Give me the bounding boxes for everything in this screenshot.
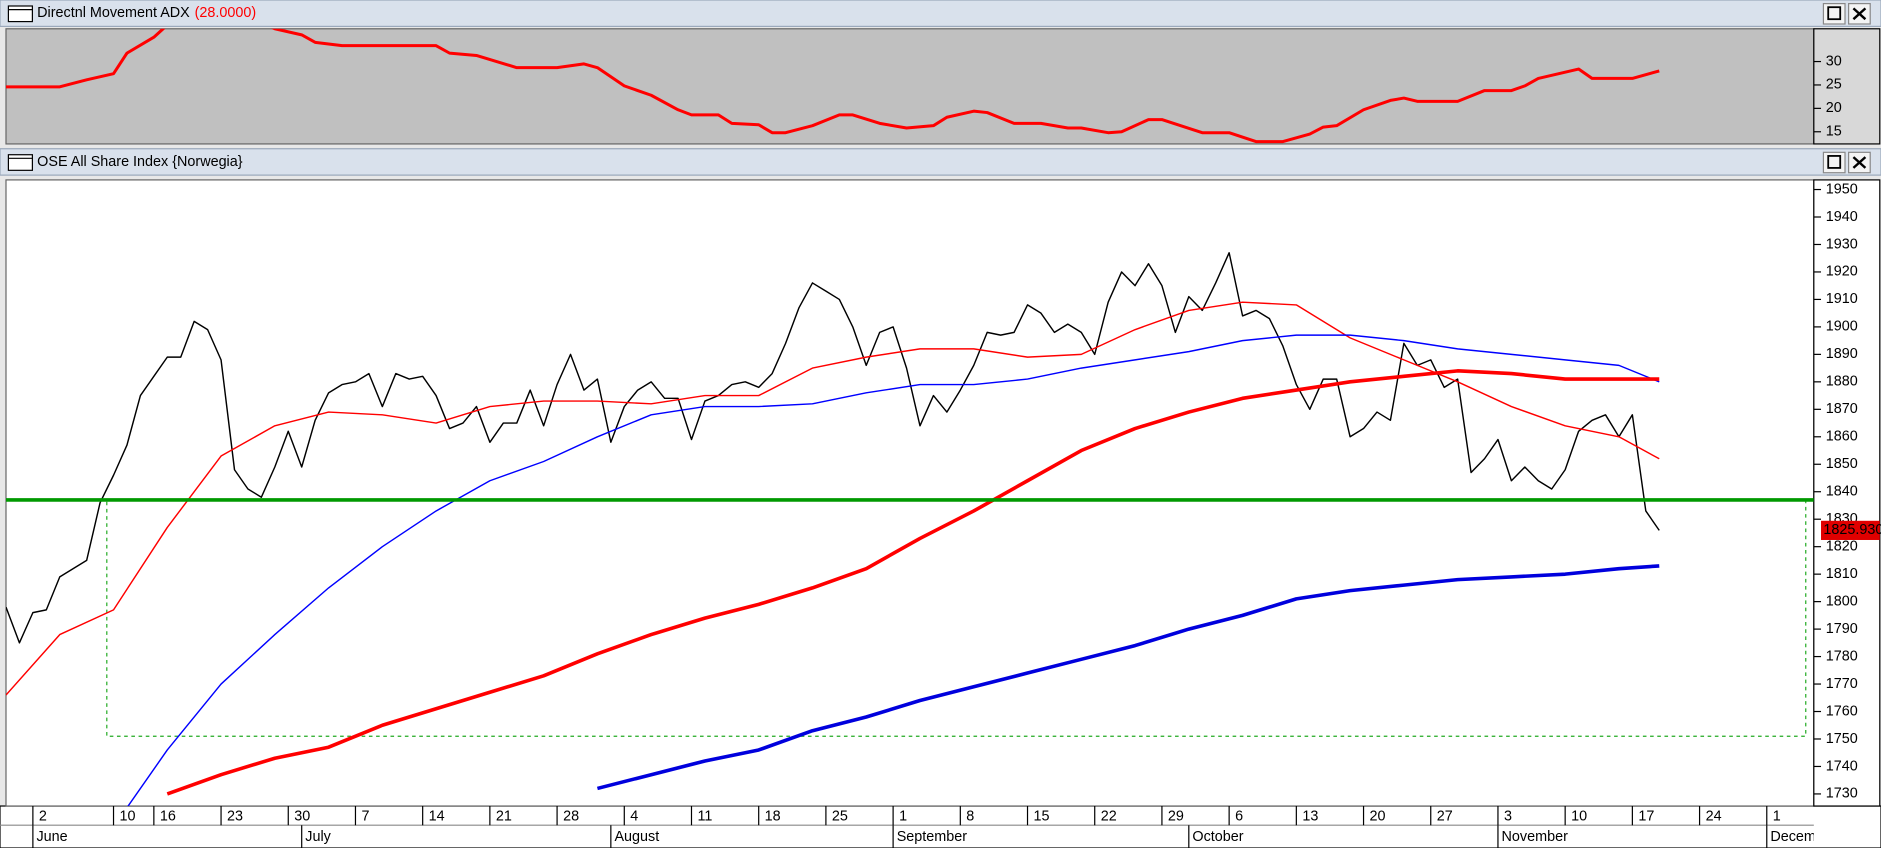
x-tick-label: 18 (765, 809, 781, 825)
month-label: July (305, 829, 331, 845)
month-label: November (1502, 829, 1569, 845)
y-tick-label: 1910 (1826, 291, 1858, 307)
x-tick-label: 21 (496, 809, 512, 825)
x-tick-label: 13 (1302, 809, 1318, 825)
y-axis-area (1813, 28, 1881, 145)
x-tick-label: 24 (1706, 809, 1722, 825)
close-button[interactable] (1848, 2, 1871, 174)
y-tick-label: 20 (1826, 100, 1842, 116)
maximize-button[interactable] (1822, 2, 1846, 174)
y-tick-label: 1770 (1826, 676, 1858, 692)
x-tick-label: 4 (630, 809, 638, 825)
x-axis-clip: 2 10 16 23 30 7 14 21 28 4 11 18 25 1 8 15 22 29 6 13 20 27 3 1… (32, 806, 1837, 848)
y-tick-label: 1760 (1826, 703, 1858, 719)
x-tick-label: 22 (1101, 809, 1117, 825)
plot-area (5, 179, 1815, 807)
x-tick-label: 15 (1034, 809, 1050, 825)
series-line (5, 28, 1660, 144)
panel-title: Directnl Movement ADX (28.0000) (37, 5, 256, 21)
title-bar (0, 0, 1881, 27)
y-tick-label: 1730 (1826, 786, 1858, 802)
x-tick-label: 8 (966, 809, 974, 825)
x-tick-label: 11 (697, 809, 712, 825)
y-tick-label: 1810 (1826, 566, 1858, 582)
x-tick-label: 14 (429, 809, 445, 825)
x-tick-label: 7 (361, 809, 369, 825)
series-line (5, 252, 1660, 644)
x-tick-label: 2 (39, 809, 47, 825)
panel-title: OSE All Share Index {Norwegia} (37, 154, 243, 170)
y-tick-label: 1890 (1826, 346, 1858, 362)
y-tick-label: 15 (1826, 124, 1842, 140)
x-tick-label: 20 (1370, 809, 1386, 825)
x-tick-label: 17 (1638, 809, 1654, 825)
y-tick-label: 1850 (1826, 456, 1858, 472)
x-tick-label: 23 (227, 809, 243, 825)
last-value-box (1821, 520, 1880, 540)
y-tick-label: 1930 (1826, 236, 1858, 252)
month-label: October (1192, 829, 1243, 845)
month-label: December (1770, 829, 1837, 845)
series-line (127, 334, 1660, 807)
series-line (596, 564, 1660, 791)
y-tick-label: 1920 (1826, 264, 1858, 280)
y-tick-label: 1880 (1826, 374, 1858, 390)
month-label: June (36, 829, 67, 845)
x-tick-label: 29 (1168, 809, 1184, 825)
x-tick-label: 1 (1773, 809, 1781, 825)
y-axis-area (1813, 179, 1881, 807)
title-text: OSE All Share Index {Norwegia} (37, 154, 243, 170)
x-tick-label: 30 (294, 809, 310, 825)
y-tick-label: 1780 (1826, 648, 1858, 664)
x-tick-label: 10 (120, 809, 136, 825)
y-tick-label: 1940 (1826, 209, 1858, 225)
y-tick-label: 1800 (1826, 593, 1858, 609)
title-value: (28.0000) (195, 5, 257, 21)
x-tick-label: 6 (1235, 809, 1243, 825)
x-tick-label: 28 (563, 809, 579, 825)
x-tick-label: 16 (160, 809, 176, 825)
last-value-label: 1825.930 (1823, 522, 1881, 538)
y-tick-label: 1870 (1826, 401, 1858, 417)
x-tick-label: 25 (832, 809, 848, 825)
x-tick-label: 1 (899, 809, 907, 825)
y-tick-label: 25 (1826, 77, 1842, 93)
plot-layer: Directnl Movement ADX (28.0000) 15 20 25 30 OS… (5, 5, 1881, 848)
y-tick-label: 1950 (1826, 181, 1858, 197)
y-tick-label: 1820 (1826, 538, 1858, 554)
title-text: Directnl Movement ADX (37, 5, 190, 21)
month-label: August (614, 829, 659, 845)
series-line (166, 369, 1660, 796)
month-label: September (897, 829, 968, 845)
y-tick-label: 1860 (1826, 429, 1858, 445)
x-tick-label: 27 (1437, 809, 1453, 825)
x-tick-label: 10 (1571, 809, 1587, 825)
window-icon (7, 5, 33, 171)
plot-clip (5, 252, 1814, 807)
y-tick-label: 1790 (1826, 621, 1858, 637)
x-tick-label: 3 (1504, 809, 1512, 825)
title-bar (0, 148, 1881, 176)
y-tick-label: 1740 (1826, 758, 1858, 774)
y-tick-label: 1750 (1826, 731, 1858, 747)
y-tick-label: 30 (1826, 53, 1842, 69)
series-line (5, 301, 1660, 696)
y-tick-label: 1900 (1826, 319, 1858, 335)
plot-clip (5, 28, 1660, 144)
y-tick-label: 1840 (1826, 484, 1858, 500)
